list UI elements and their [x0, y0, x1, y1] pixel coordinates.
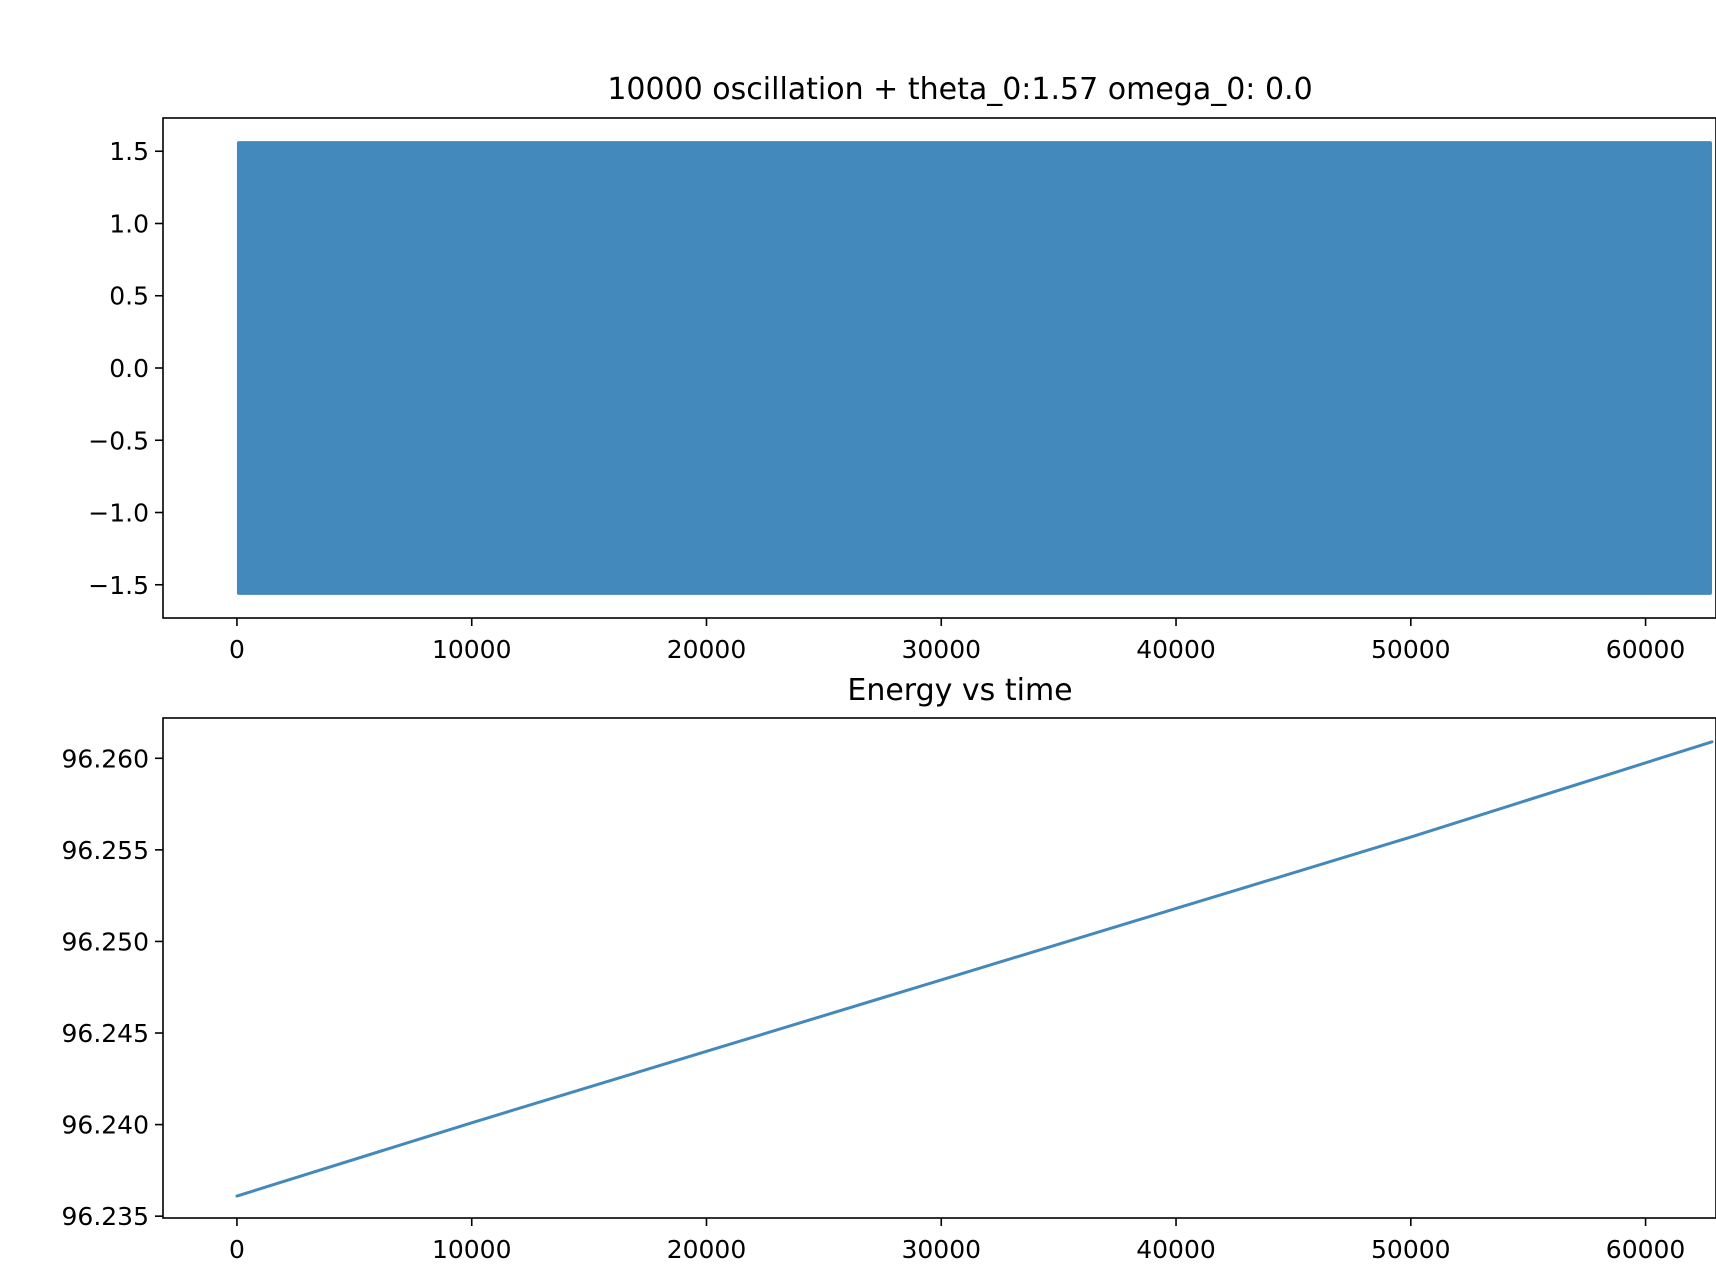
oscillation-chart-xtick-label: 20000	[667, 635, 747, 664]
energy-chart-xtick-label: 50000	[1371, 1235, 1451, 1264]
energy-chart-marks	[235, 740, 1714, 1198]
oscillation-chart-series-0-band	[236, 141, 1713, 595]
oscillation-chart-xtick-label: 60000	[1606, 635, 1686, 664]
energy-chart-ytick-label: 96.255	[62, 836, 149, 865]
energy-chart-xtick-label: 0	[229, 1235, 245, 1264]
oscillation-chart-ytick-label: 1.5	[109, 137, 149, 166]
energy-chart-ytick-label: 96.250	[62, 927, 149, 956]
energy-chart-series-0-line	[235, 740, 1714, 1198]
oscillation-chart-ytick-label: −1.5	[88, 571, 149, 600]
oscillation-chart-xtick-label: 0	[229, 635, 245, 664]
oscillation-chart-xtick-label: 40000	[1136, 635, 1216, 664]
energy-chart-frame	[162, 717, 1716, 1219]
energy-chart-ytick-label: 96.245	[62, 1019, 149, 1048]
energy-chart-xtick-label: 60000	[1606, 1235, 1686, 1264]
oscillation-chart-ytick-label: 1.0	[109, 209, 149, 238]
energy-chart-xtick-label: 40000	[1136, 1235, 1216, 1264]
oscillation-chart-ytick-label: −1.0	[88, 499, 149, 528]
oscillation-chart-xtick-label: 30000	[901, 635, 981, 664]
energy-chart-xtick-label: 20000	[667, 1235, 747, 1264]
oscillation-chart-title: 10000 oscillation + theta_0:1.57 omega_0…	[607, 72, 1312, 107]
energy-chart-ytick-label: 96.260	[62, 744, 149, 773]
oscillation-chart-ytick-label: 0.0	[109, 354, 149, 383]
energy-chart-xtick-label: 30000	[901, 1235, 981, 1264]
oscillation-chart-y-axis: 1.5 1.0 0.5 0.0 −0.5 −1.0 −1.5	[88, 137, 163, 600]
oscillation-chart: 10000 oscillation + theta_0:1.57 omega_0…	[88, 72, 1716, 664]
energy-chart-y-axis: 96.260 96.255 96.250 96.245 96.240 96.235	[62, 744, 163, 1231]
oscillation-chart-marks	[236, 141, 1713, 595]
oscillation-chart-x-axis: 0 10000 20000 30000 40000 50000 60000	[229, 618, 1685, 664]
oscillation-chart-xtick-label: 50000	[1371, 635, 1451, 664]
energy-chart: Energy vs time 96.26096.25596.25096.2459…	[62, 673, 1716, 1264]
oscillation-chart-ytick-label: −0.5	[88, 426, 149, 455]
energy-chart-title: Energy vs time	[847, 673, 1072, 708]
energy-chart-ytick-label: 96.240	[62, 1111, 149, 1140]
energy-chart-ytick-label: 96.235	[62, 1202, 149, 1231]
oscillation-chart-ytick-label: 0.5	[109, 282, 149, 311]
energy-chart-x-axis: 0 10000 20000 30000 40000 50000 60000	[229, 1218, 1685, 1264]
oscillation-chart-xtick-label: 10000	[432, 635, 512, 664]
energy-chart-xtick-label: 10000	[432, 1235, 512, 1264]
